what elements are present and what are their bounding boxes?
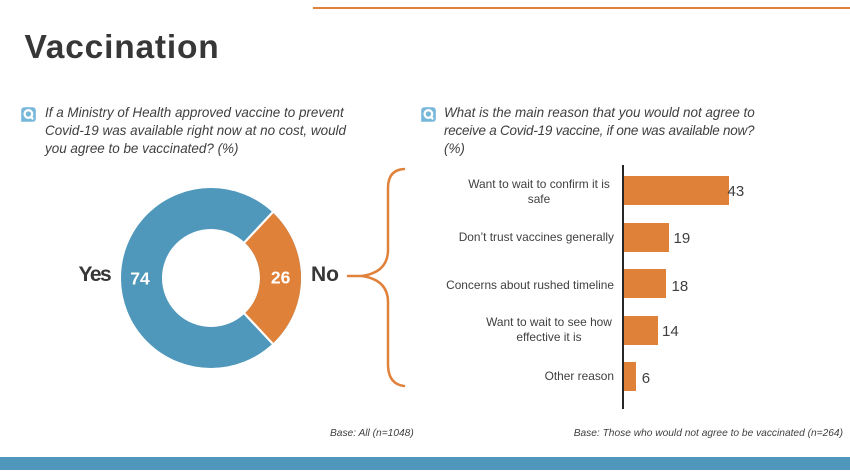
svg-text:26: 26 <box>271 268 291 288</box>
svg-text:74: 74 <box>130 268 150 288</box>
